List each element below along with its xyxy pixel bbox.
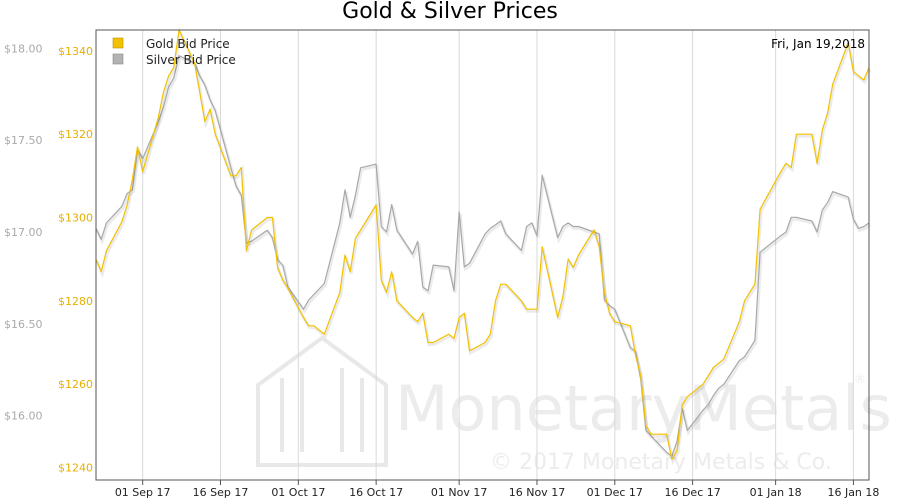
gold-tick-label: $1260 xyxy=(58,378,93,391)
date-label: Fri, Jan 19,2018 xyxy=(771,37,865,51)
watermark-copyright: © 2017 Monetary Metals & Co. xyxy=(490,450,832,475)
x-axis-ticks: 01 Sep 17 16 Sep 17 01 Oct 17 16 Oct 17 01 N… xyxy=(115,480,879,499)
legend-swatch-gold xyxy=(112,37,124,49)
gold-axis-ticks: $1240 $1260 $1280 $1300 $1320 $1340 xyxy=(58,45,93,475)
watermark-registered: ® xyxy=(854,372,866,386)
legend: Gold Bid Price Silver Bid Price xyxy=(112,37,236,67)
watermark-logo-icon xyxy=(256,335,388,467)
silver-tick-label: $16.50 xyxy=(4,318,43,331)
x-tick-label: 16 Dec 17 xyxy=(664,486,720,499)
gold-tick-label: $1240 xyxy=(58,462,93,475)
chart-title: Gold & Silver Prices xyxy=(342,0,558,24)
gold-tick-label: $1340 xyxy=(58,45,93,58)
silver-axis-ticks: $16.00 $16.50 $17.00 $17.50 $18.00 xyxy=(4,42,43,422)
silver-tick-label: $18.00 xyxy=(4,42,43,55)
x-tick-label: 16 Sep 17 xyxy=(193,486,249,499)
legend-swatch-silver xyxy=(112,53,124,65)
watermark: MonetaryMetals ® © 2017 Monetary Metals … xyxy=(256,335,892,475)
silver-bid-price-line xyxy=(95,55,870,457)
gold-tick-label: $1320 xyxy=(58,128,93,141)
x-tick-label: 01 Nov 17 xyxy=(431,486,487,499)
grid-lines xyxy=(142,30,854,480)
gold-tick-label: $1280 xyxy=(58,295,93,308)
x-tick-label: 16 Nov 17 xyxy=(509,486,565,499)
x-tick-label: 16 Oct 17 xyxy=(349,486,403,499)
legend-label-gold: Gold Bid Price xyxy=(146,37,230,51)
x-tick-label: 01 Oct 17 xyxy=(271,486,325,499)
series-layer xyxy=(95,26,872,466)
x-tick-label: 16 Jan 18 xyxy=(827,486,879,499)
silver-tick-label: $17.00 xyxy=(4,226,43,239)
gold-bid-price-line xyxy=(95,29,870,460)
gold-tick-label: $1300 xyxy=(58,212,93,225)
x-tick-label: 01 Jan 18 xyxy=(750,486,802,499)
legend-label-silver: Silver Bid Price xyxy=(146,53,236,67)
silver-tick-label: $17.50 xyxy=(4,134,43,147)
silver-tick-label: $16.00 xyxy=(4,410,43,423)
x-tick-label: 01 Sep 17 xyxy=(115,486,171,499)
plot-frame xyxy=(95,29,870,481)
x-tick-label: 01 Dec 17 xyxy=(587,486,643,499)
